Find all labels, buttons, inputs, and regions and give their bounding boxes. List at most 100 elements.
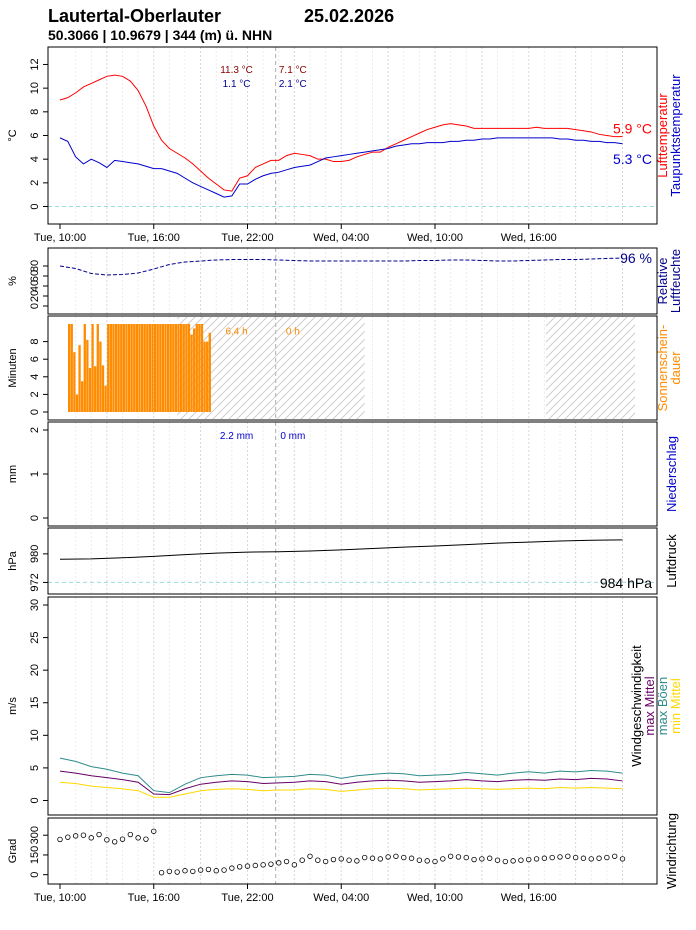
sun-bar — [143, 324, 146, 412]
direction-point — [236, 864, 243, 870]
right-axis-label: max Mittel — [642, 676, 657, 735]
direction-point — [299, 857, 305, 863]
end-value-label: 96 % — [620, 250, 652, 266]
night-band — [545, 317, 635, 419]
direction-point — [65, 834, 71, 840]
panel-frame — [47, 46, 658, 225]
sun-bar — [172, 324, 175, 412]
sun-bar — [148, 324, 152, 412]
direction-point — [401, 854, 407, 861]
direction-point — [604, 854, 610, 861]
sun-bar — [140, 324, 144, 412]
panel-frame — [47, 817, 658, 885]
sun-bar — [169, 324, 172, 412]
y-tick-label: 12 — [29, 58, 41, 70]
direction-point — [190, 868, 196, 875]
sun-bar — [122, 324, 125, 412]
right-axis-label: max Böen — [655, 677, 670, 736]
y-tick-label: 0 — [29, 409, 41, 415]
annotation-label: 0 mm — [280, 431, 305, 442]
sun-bar — [206, 341, 209, 412]
x-tick-label: Tue, 10:00 — [34, 892, 86, 904]
y-tick-label: 8 — [29, 339, 41, 345]
y-tick-label: 5 — [29, 765, 41, 771]
sun-bar — [193, 328, 196, 412]
right-axis-label: Windrichtung — [664, 813, 679, 889]
direction-point — [377, 856, 384, 862]
y-axis-label: % — [7, 276, 19, 286]
y-tick-label: 0 — [29, 203, 41, 209]
sun-bar — [138, 324, 141, 412]
direction-points — [57, 828, 626, 876]
annotation-label: 2.1 °C — [279, 79, 307, 90]
x-tick-label: Tue, 16:00 — [128, 232, 180, 244]
direction-point — [166, 868, 173, 875]
x-tick-label: Tue, 10:00 — [34, 232, 86, 244]
direction-point — [494, 857, 501, 863]
direction-point — [354, 858, 360, 864]
humidity-series-0 — [59, 257, 623, 276]
sun-bar — [208, 332, 211, 412]
y-axis-label: mm — [7, 465, 19, 483]
sun-bar — [101, 365, 105, 412]
right-axis-label: dauer — [668, 351, 683, 385]
sun-bar — [156, 324, 159, 412]
annotation-label: 2.2 mm — [220, 431, 253, 442]
x-tick-label: Wed, 16:00 — [501, 232, 557, 244]
direction-point — [158, 870, 165, 876]
direction-point — [252, 862, 259, 869]
y-tick-label: 4 — [29, 374, 41, 380]
y-tick-label: 0 — [29, 303, 41, 309]
direction-point — [151, 828, 157, 834]
sun-bar — [70, 324, 73, 412]
sun-bar — [99, 341, 102, 412]
annotation-label: 11.3 °C — [220, 65, 253, 76]
sun-bar — [127, 324, 131, 412]
sun-bar — [180, 324, 183, 412]
right-axis-label: Taupunktstemperatur — [668, 74, 683, 197]
x-tick-label: Tue, 16:00 — [128, 892, 180, 904]
direction-point — [322, 858, 329, 865]
x-tick-label: Tue, 22:00 — [221, 892, 273, 904]
temperature-series-1 — [59, 137, 623, 198]
y-tick-label: 15 — [29, 697, 41, 709]
y-tick-label: 0 — [29, 797, 41, 803]
date-label: 25.02.2026 — [304, 6, 395, 26]
direction-point — [135, 835, 141, 841]
y-tick-label: 980 — [29, 545, 41, 563]
sun-bar — [91, 324, 94, 412]
direction-point — [565, 853, 571, 859]
direction-point — [580, 855, 587, 861]
y-axis-label: m/s — [7, 697, 19, 715]
sun-bar — [133, 324, 136, 412]
sun-bar — [159, 324, 162, 412]
y-tick-label: 1 — [29, 471, 41, 477]
direction-point — [479, 856, 485, 862]
direction-point — [518, 857, 524, 863]
y-tick-label: 0 — [29, 515, 41, 521]
panel-frame — [47, 527, 658, 595]
x-axis-bottom: Tue, 10:00 Tue, 16:00 Tue, 22:00 Wed, 04:00… — [34, 884, 557, 904]
right-axis-label: Luftfeuchte — [668, 249, 683, 313]
right-axis-label: Niederschlag — [664, 436, 679, 512]
x-tick-label: Wed, 16:00 — [501, 892, 557, 904]
end-value-label: 984 hPa — [600, 575, 652, 591]
sun-bar — [96, 324, 99, 412]
direction-point — [283, 858, 290, 865]
direction-point — [205, 866, 212, 873]
x-axis-top: Tue, 10:00 Tue, 16:00 Tue, 22:00 Wed, 04:00… — [34, 224, 557, 244]
direction-point — [486, 855, 493, 861]
panel-frame — [47, 247, 658, 315]
sun-bar — [109, 324, 112, 412]
direction-point — [57, 836, 63, 843]
direction-point — [276, 860, 282, 866]
direction-point — [432, 858, 438, 865]
direction-point — [526, 856, 532, 863]
sun-bar — [146, 324, 149, 412]
direction-point — [174, 869, 180, 875]
direction-point — [502, 858, 509, 865]
sun-bar — [83, 324, 86, 412]
sun-bar — [198, 324, 201, 412]
